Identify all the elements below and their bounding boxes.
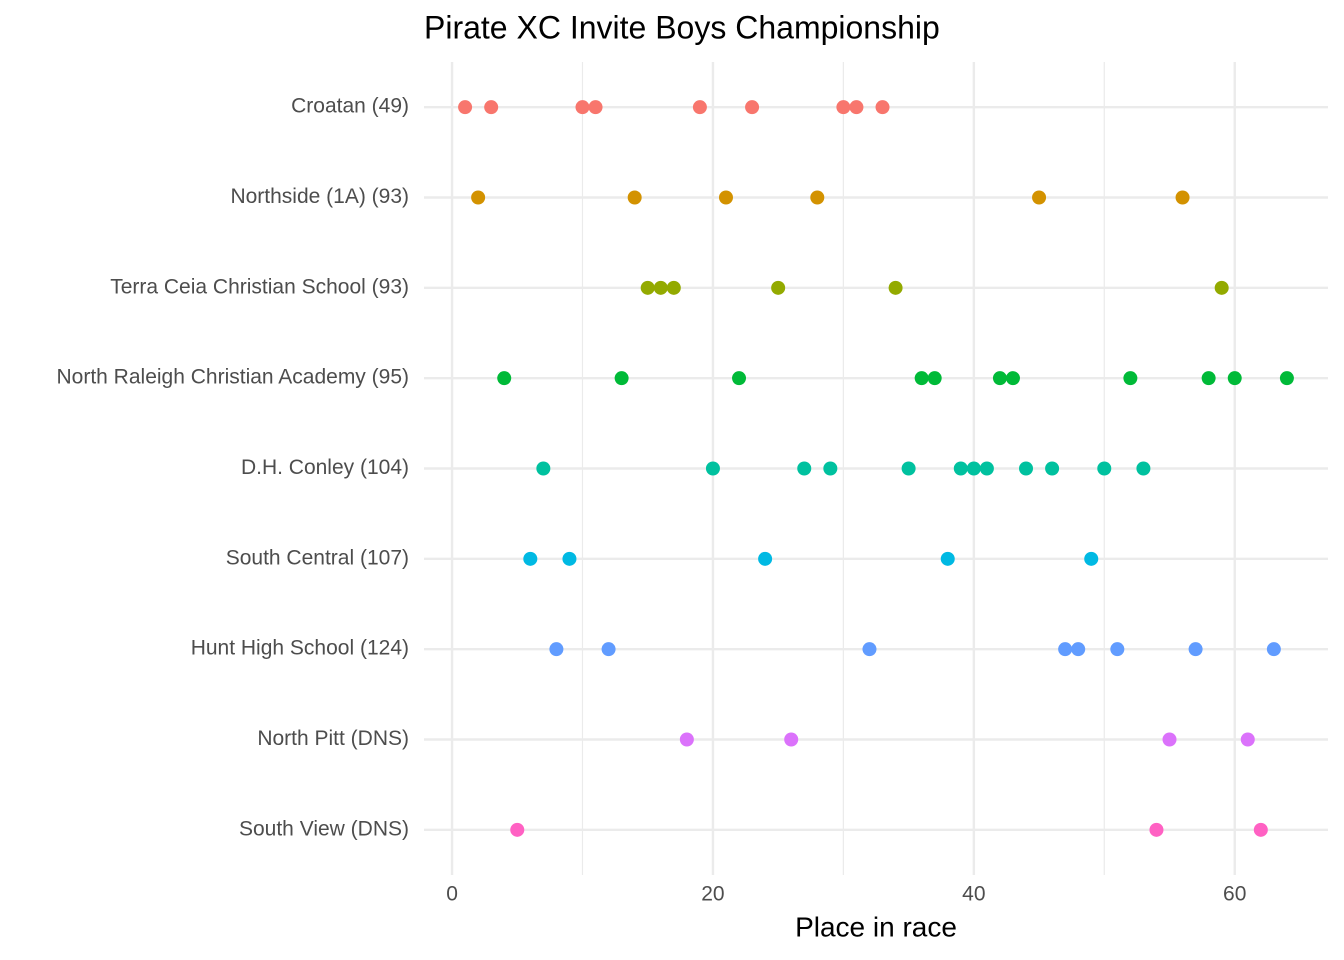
point xyxy=(823,461,838,476)
point xyxy=(1188,642,1203,657)
point xyxy=(718,190,733,205)
point xyxy=(1123,371,1138,386)
point xyxy=(979,461,994,476)
point xyxy=(458,100,473,115)
point xyxy=(862,642,877,657)
point xyxy=(614,371,629,386)
point xyxy=(732,371,747,386)
point xyxy=(562,551,577,566)
y-tick-label: South View (DNS) xyxy=(239,817,409,840)
point xyxy=(484,100,499,115)
point xyxy=(497,371,512,386)
point xyxy=(927,371,942,386)
point xyxy=(1227,371,1242,386)
y-tick-label: North Raleigh Christian Academy (95) xyxy=(57,366,410,389)
point xyxy=(1110,642,1125,657)
point xyxy=(914,371,929,386)
point xyxy=(1162,732,1177,747)
point xyxy=(966,461,981,476)
x-tick-label: 0 xyxy=(446,883,458,906)
point xyxy=(575,100,590,115)
point xyxy=(588,100,603,115)
point xyxy=(771,280,786,295)
point xyxy=(640,280,655,295)
point xyxy=(1136,461,1151,476)
point xyxy=(758,551,773,566)
point xyxy=(1279,371,1294,386)
x-tick-label: 60 xyxy=(1223,883,1246,906)
point xyxy=(1005,371,1020,386)
x-tick-label: 20 xyxy=(701,883,724,906)
point xyxy=(653,280,668,295)
point xyxy=(1201,371,1216,386)
point xyxy=(549,642,564,657)
point xyxy=(1045,461,1060,476)
point xyxy=(836,100,851,115)
point xyxy=(679,732,694,747)
y-tick-label: Terra Ceia Christian School (93) xyxy=(110,275,409,298)
x-axis-label: Place in race xyxy=(795,911,957,942)
point xyxy=(1214,280,1229,295)
x-tick-label: 40 xyxy=(962,883,985,906)
point xyxy=(784,732,799,747)
point xyxy=(940,551,955,566)
y-tick-label: Croatan (49) xyxy=(291,95,409,118)
point xyxy=(1149,822,1164,837)
point xyxy=(1266,642,1281,657)
y-tick-label: Northside (1A) (93) xyxy=(230,185,409,208)
point xyxy=(797,461,812,476)
point xyxy=(901,461,916,476)
point xyxy=(692,100,707,115)
y-tick-label: South Central (107) xyxy=(226,546,409,569)
point xyxy=(666,280,681,295)
point xyxy=(627,190,642,205)
y-tick-label: D.H. Conley (104) xyxy=(241,456,409,479)
point xyxy=(745,100,760,115)
point xyxy=(1019,461,1034,476)
point xyxy=(1175,190,1190,205)
point xyxy=(536,461,551,476)
point xyxy=(705,461,720,476)
point xyxy=(849,100,864,115)
point xyxy=(875,100,890,115)
point xyxy=(953,461,968,476)
point xyxy=(888,280,903,295)
point xyxy=(1097,461,1112,476)
y-tick-label: Hunt High School (124) xyxy=(191,637,409,660)
y-tick-label: North Pitt (DNS) xyxy=(257,727,409,750)
point xyxy=(1032,190,1047,205)
point xyxy=(471,190,486,205)
point xyxy=(510,822,525,837)
point xyxy=(1058,642,1073,657)
point xyxy=(523,551,538,566)
point xyxy=(1240,732,1255,747)
point xyxy=(601,642,616,657)
chart-title: Pirate XC Invite Boys Championship xyxy=(424,9,940,45)
point xyxy=(810,190,825,205)
point xyxy=(1253,822,1268,837)
point xyxy=(1084,551,1099,566)
point xyxy=(992,371,1007,386)
point xyxy=(1071,642,1086,657)
